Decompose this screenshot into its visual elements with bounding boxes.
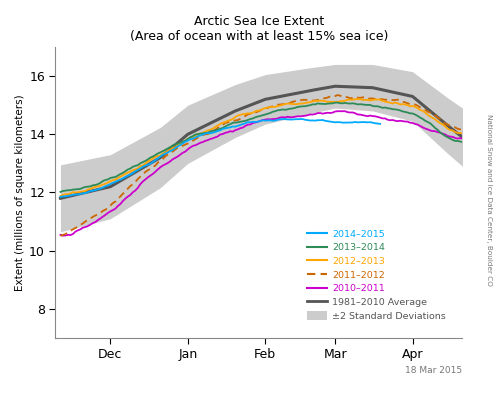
Text: National Snow and Ice Data Center, Boulder CO: National Snow and Ice Data Center, Bould… [486, 114, 492, 286]
Text: 18 Mar 2015: 18 Mar 2015 [406, 366, 462, 375]
Y-axis label: Extent (millions of square kilometers): Extent (millions of square kilometers) [15, 94, 25, 291]
Legend: 2014–2015, 2013–2014, 2012–2013, 2011–2012, 2010–2011, 1981–2010 Average, ±2 Sta: 2014–2015, 2013–2014, 2012–2013, 2011–20… [303, 225, 450, 324]
Title: Arctic Sea Ice Extent
(Area of ocean with at least 15% sea ice): Arctic Sea Ice Extent (Area of ocean wit… [130, 15, 388, 43]
